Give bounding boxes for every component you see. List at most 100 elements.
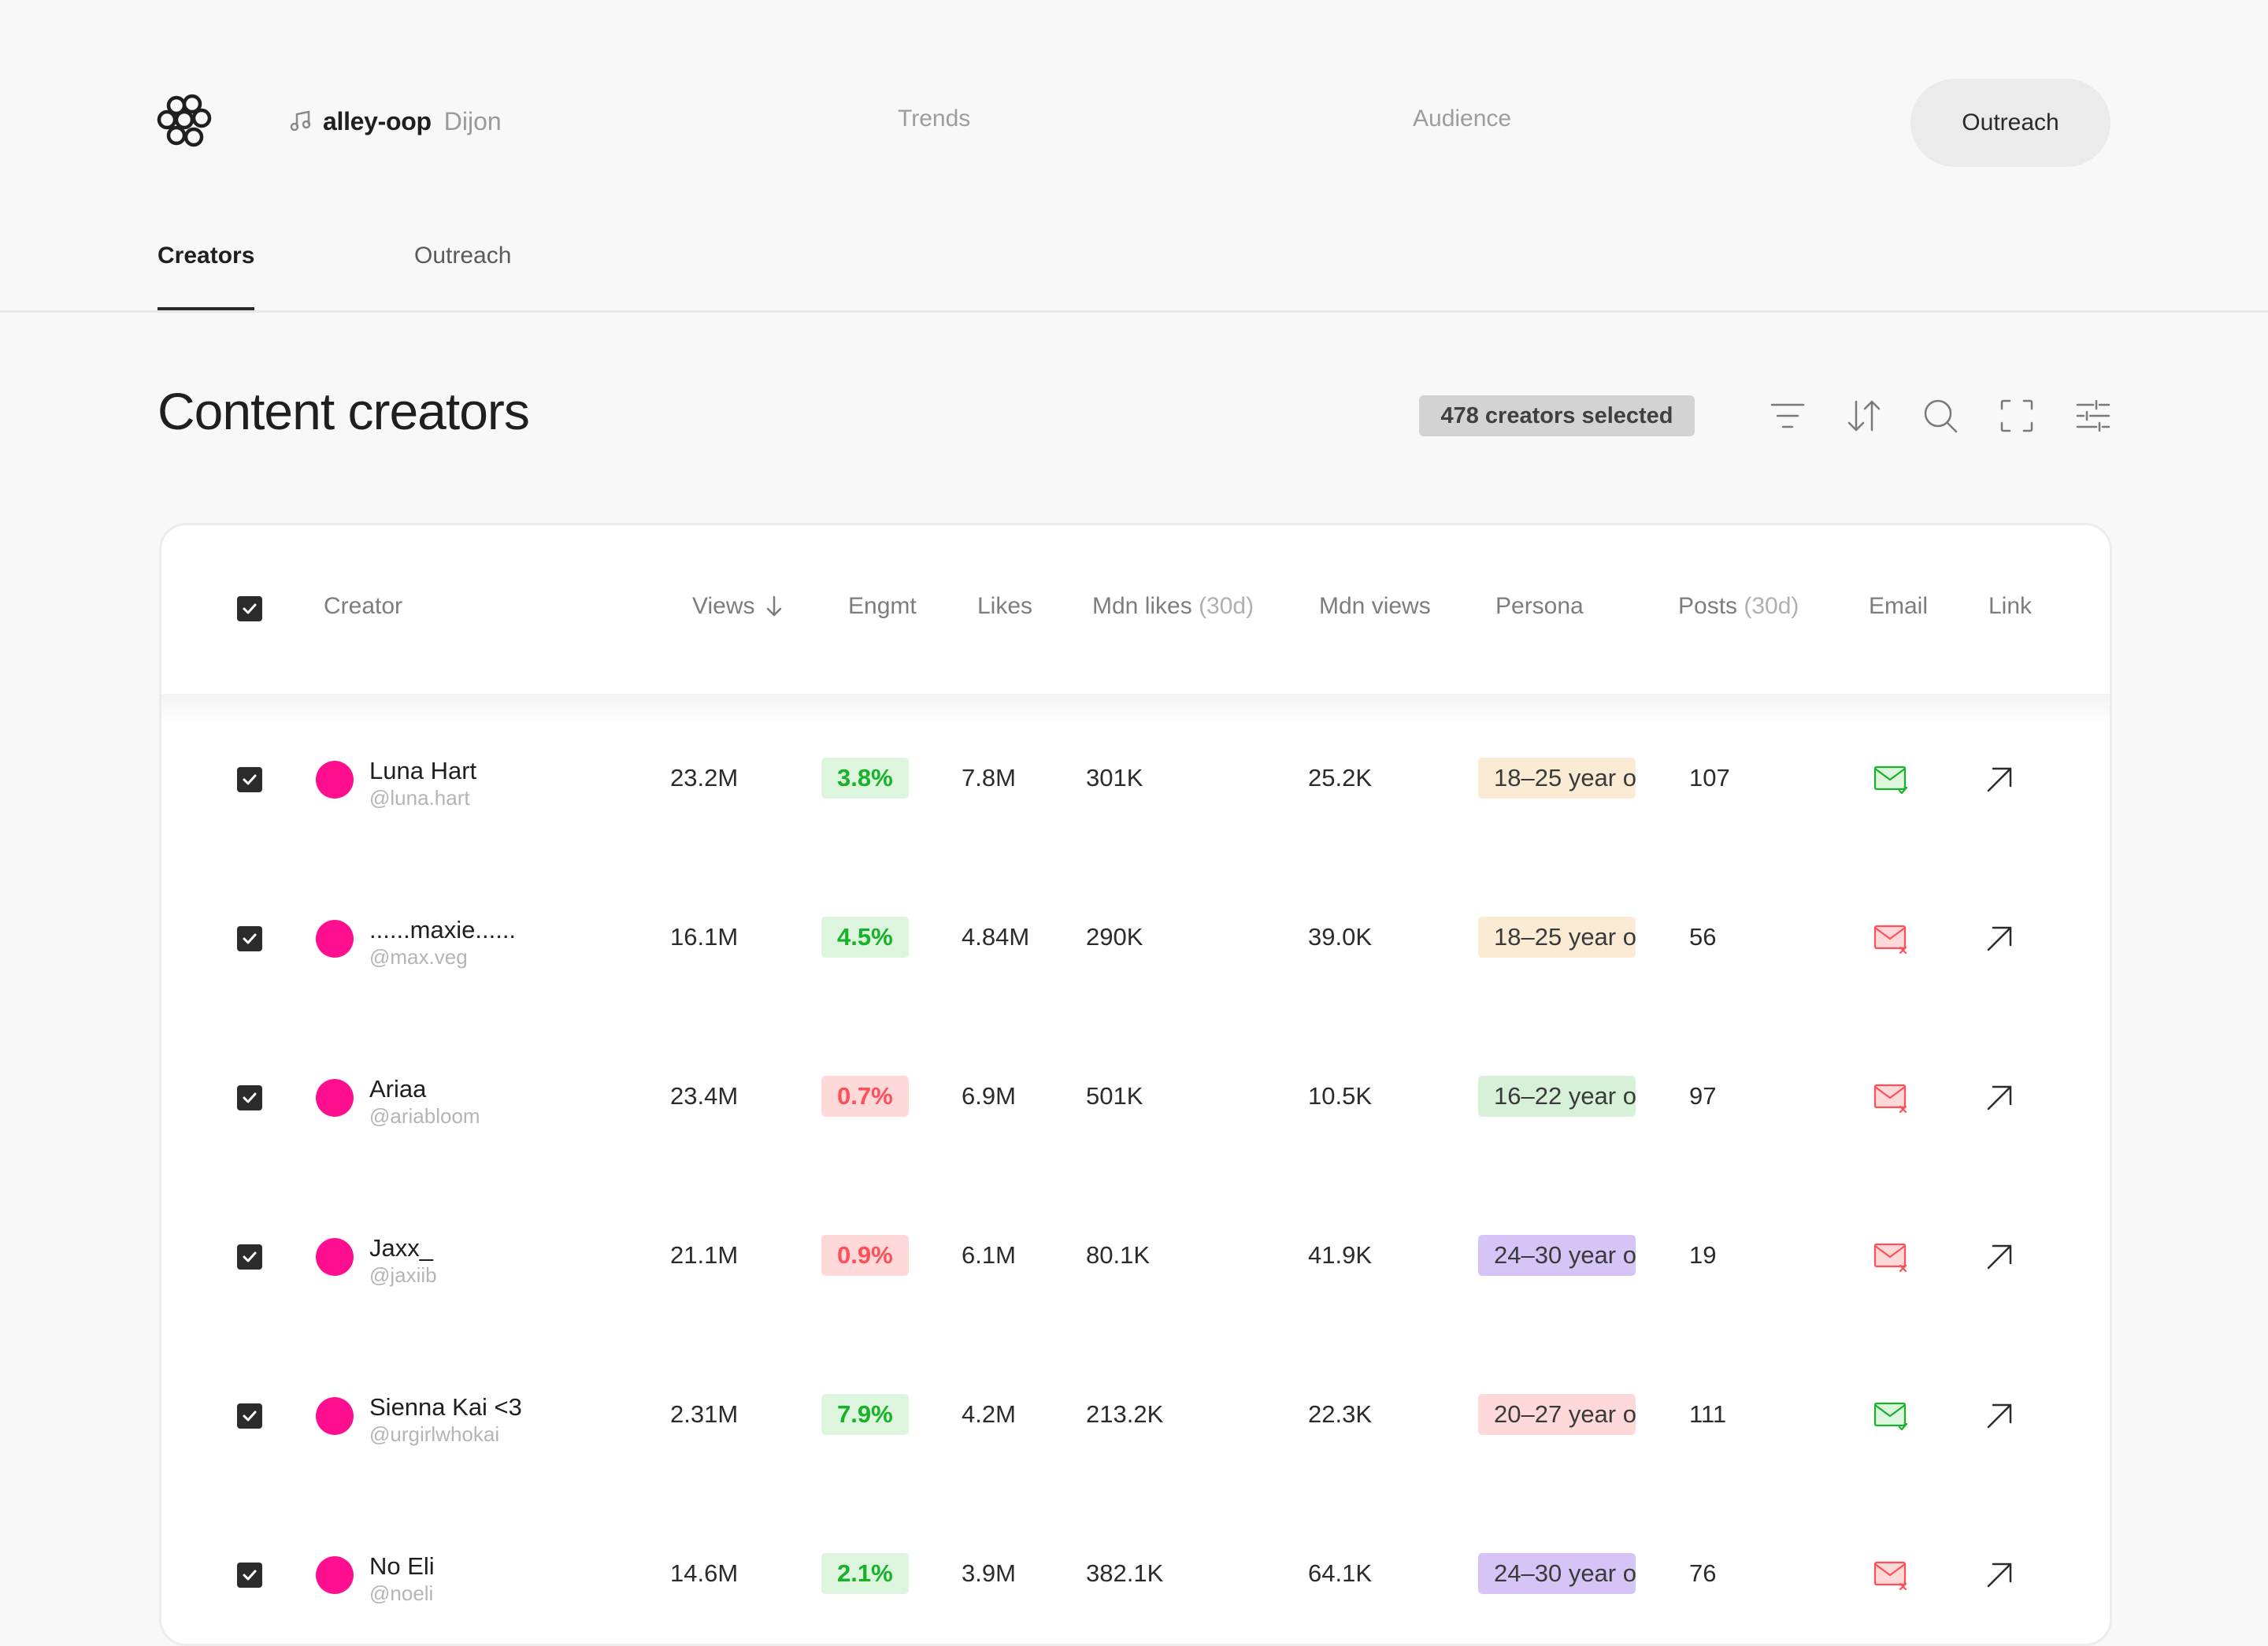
sort-button[interactable] xyxy=(1845,394,1883,438)
mdn-views-value: 41.9K xyxy=(1308,1241,1373,1269)
row-checkbox[interactable] xyxy=(237,1244,262,1270)
table-row[interactable]: Sienna Kai <3 @urgirlwhokai 2.31M 7.9% 4.2M 2… xyxy=(161,1334,2110,1493)
arrow-up-right-icon xyxy=(1987,1085,2012,1110)
col-link[interactable]: Link xyxy=(1988,593,2033,619)
avatar xyxy=(316,1079,354,1117)
table-row[interactable]: Ariaa @ariabloom 23.4M 0.7% 6.9M 501K 10.5K 16–… xyxy=(161,1016,2110,1175)
mdn-views-value: 39.0K xyxy=(1308,923,1373,951)
mail-x-icon xyxy=(1873,1084,1907,1114)
likes-value: 4.84M xyxy=(962,923,1030,951)
creator-handle: @luna.hart xyxy=(369,786,470,810)
col-views[interactable]: Views xyxy=(692,593,783,620)
table-row[interactable]: Jaxx_ @jaxiib 21.1M 0.9% 6.1M 80.1K 41.9K 24–30… xyxy=(161,1175,2110,1334)
mdn-views-value: 22.3K xyxy=(1308,1400,1373,1428)
column-settings-button[interactable] xyxy=(2074,394,2112,438)
creator-name[interactable]: Luna Hart xyxy=(369,757,477,784)
persona-tag: 20–27 year o xyxy=(1478,1394,1636,1435)
select-all-checkbox[interactable] xyxy=(237,596,262,621)
row-checkbox[interactable] xyxy=(237,1085,262,1110)
open-link-button[interactable] xyxy=(1984,1082,2015,1114)
mail-check-icon xyxy=(1873,1402,1908,1431)
table-row[interactable]: ......maxie...... @max.veg 16.1M 4.5% 4.84M 2… xyxy=(161,857,2110,1016)
arrow-up-right-icon xyxy=(1987,1563,2012,1588)
tab-outreach[interactable]: Outreach xyxy=(414,243,512,269)
posts-value: 76 xyxy=(1689,1559,1717,1587)
creator-name[interactable]: Sienna Kai <3 xyxy=(369,1393,522,1421)
col-posts[interactable]: Posts (30d) xyxy=(1678,593,1799,620)
views-value: 23.4M xyxy=(670,1082,739,1110)
creator-handle: @ariabloom xyxy=(369,1104,480,1128)
table-row[interactable]: Luna Hart @luna.hart 23.2M 3.8% 7.8M 301K 25.2… xyxy=(161,698,2110,857)
col-mdn-likes[interactable]: Mdn likes (30d) xyxy=(1092,593,1254,620)
engagement-badge: 2.1% xyxy=(821,1553,909,1594)
posts-value: 19 xyxy=(1689,1241,1717,1269)
row-checkbox[interactable] xyxy=(237,1403,262,1429)
open-link-button[interactable] xyxy=(1984,1559,2015,1591)
mail-check-icon xyxy=(1873,766,1908,795)
posts-value: 56 xyxy=(1689,923,1717,951)
nav-outreach-button[interactable]: Outreach xyxy=(1910,79,2110,167)
views-value: 21.1M xyxy=(670,1241,739,1269)
arrow-up-right-icon xyxy=(1987,1244,2012,1270)
creator-name[interactable]: Jaxx_ xyxy=(369,1234,433,1262)
col-mdn-likes-suffix: (30d) xyxy=(1199,593,1254,619)
nav-audience[interactable]: Audience xyxy=(1413,106,1512,132)
col-persona[interactable]: Persona xyxy=(1495,593,1584,619)
open-link-button[interactable] xyxy=(1984,764,2015,795)
creator-name[interactable]: ......maxie...... xyxy=(369,916,517,943)
creator-handle: @jaxiib xyxy=(369,1263,437,1287)
arrow-up-right-icon xyxy=(1987,1403,2012,1429)
email-status[interactable] xyxy=(1873,923,1910,955)
email-status[interactable] xyxy=(1873,1082,1910,1114)
expand-button[interactable] xyxy=(1998,394,2036,438)
arrow-up-right-icon xyxy=(1987,926,2012,951)
col-mdn-views[interactable]: Mdn views xyxy=(1319,593,1431,619)
col-posts-suffix: (30d) xyxy=(1744,593,1799,619)
mdn-likes-value: 501K xyxy=(1086,1082,1143,1110)
email-status[interactable] xyxy=(1873,1559,1910,1591)
project-name: alley-oop xyxy=(323,106,432,135)
flower-logo-icon[interactable] xyxy=(156,93,214,151)
views-value: 2.31M xyxy=(670,1400,739,1428)
col-creator[interactable]: Creator xyxy=(324,593,403,619)
mail-x-icon xyxy=(1873,925,1907,955)
sliders-icon xyxy=(2076,400,2110,432)
col-engmt[interactable]: Engmt xyxy=(848,593,917,619)
engagement-badge: 0.9% xyxy=(821,1235,909,1276)
email-status[interactable] xyxy=(1873,1241,1910,1273)
avatar xyxy=(316,761,354,799)
table-toolbar xyxy=(1769,394,2112,438)
table-row[interactable]: No Eli @noeli 14.6M 2.1% 3.9M 382.1K 64.1K 24–3… xyxy=(161,1493,2110,1644)
col-views-label: Views xyxy=(692,593,755,619)
persona-tag: 24–30 year o xyxy=(1478,1235,1636,1276)
likes-value: 6.1M xyxy=(962,1241,1016,1269)
col-likes[interactable]: Likes xyxy=(977,593,1033,619)
header-shadow xyxy=(161,694,2110,725)
creators-table: Creator Views Engmt Likes Mdn likes (30d… xyxy=(159,523,2112,1646)
nav-trends[interactable]: Trends xyxy=(898,106,971,132)
arrow-up-right-icon xyxy=(1987,767,2012,792)
email-status[interactable] xyxy=(1873,1400,1910,1432)
row-checkbox[interactable] xyxy=(237,926,262,951)
check-icon xyxy=(243,1251,257,1262)
project-switcher[interactable]: alley-oop Dijon xyxy=(290,101,502,142)
creator-name[interactable]: Ariaa xyxy=(369,1075,427,1103)
check-icon xyxy=(243,1570,257,1581)
filter-icon xyxy=(1770,403,1805,428)
filter-button[interactable] xyxy=(1769,394,1807,438)
engagement-badge: 0.7% xyxy=(821,1076,909,1117)
row-checkbox[interactable] xyxy=(237,1563,262,1588)
open-link-button[interactable] xyxy=(1984,1241,2015,1273)
open-link-button[interactable] xyxy=(1984,1400,2015,1432)
creator-name[interactable]: No Eli xyxy=(369,1552,435,1580)
check-icon xyxy=(243,774,257,785)
tab-creators[interactable]: Creators xyxy=(158,243,255,310)
arrow-down-icon xyxy=(767,595,782,617)
open-link-button[interactable] xyxy=(1984,923,2015,955)
col-email[interactable]: Email xyxy=(1869,593,1929,619)
search-button[interactable] xyxy=(1922,394,1959,438)
engagement-badge: 7.9% xyxy=(821,1394,909,1435)
table-header: Creator Views Engmt Likes Mdn likes (30d… xyxy=(161,525,2110,696)
email-status[interactable] xyxy=(1873,764,1910,795)
row-checkbox[interactable] xyxy=(237,767,262,792)
